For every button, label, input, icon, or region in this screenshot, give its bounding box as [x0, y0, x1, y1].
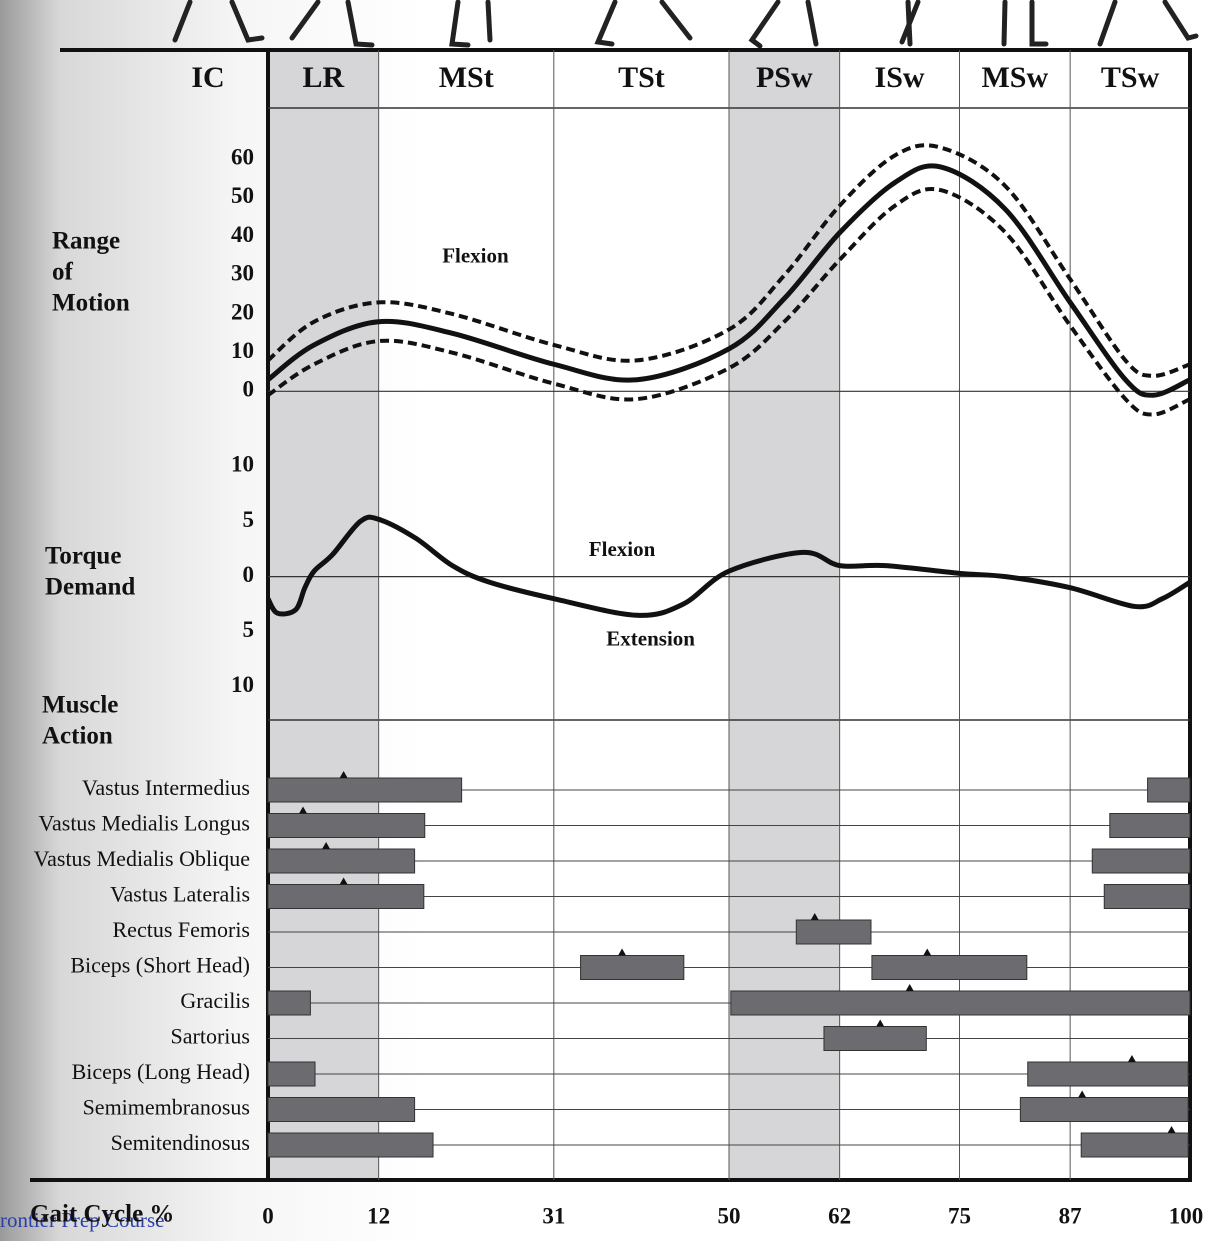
phase-label: MSw: [981, 61, 1048, 94]
activity-bar: [871, 955, 1028, 980]
activity-bar: [267, 884, 425, 909]
annotation: Flexion: [589, 537, 656, 561]
watermark: rontier Prep Course: [0, 1208, 164, 1232]
x-tick-label: 62: [828, 1203, 851, 1228]
y-tick-label: 10: [231, 672, 254, 697]
muscle-label: Vastus Medialis Longus: [39, 811, 250, 836]
peak-marker: [1078, 1090, 1087, 1098]
activity-bar: [823, 1026, 927, 1051]
x-tick-label: 0: [262, 1203, 274, 1228]
phase-label: TSt: [618, 61, 665, 94]
activity-bar: [1019, 1097, 1189, 1122]
x-tick-label: 100: [1169, 1203, 1204, 1228]
activity-bar: [1091, 848, 1191, 874]
activity-bar: [267, 1097, 416, 1122]
panel-label: Range: [52, 228, 120, 255]
curve: [266, 163, 1192, 398]
y-tick-label: 5: [243, 617, 255, 642]
phase-label: PSw: [756, 61, 813, 94]
x-tick-label: 87: [1059, 1203, 1082, 1228]
gait-figures: [172, 0, 1199, 49]
activity-bar: [267, 848, 416, 874]
muscle-label: Vastus Intermedius: [82, 775, 250, 800]
curve: [266, 143, 1191, 378]
muscle-label: Sartorius: [171, 1024, 250, 1049]
peak-marker: [1167, 1126, 1176, 1133]
activity-bar: [1147, 777, 1191, 803]
x-tick-label: 50: [718, 1203, 741, 1228]
panel-label: Muscle: [42, 692, 118, 719]
y-tick-label: 50: [231, 183, 254, 208]
peak-marker: [905, 984, 914, 991]
muscle-label: Gracilis: [180, 988, 250, 1013]
curve: [266, 187, 1191, 417]
peak-marker: [299, 806, 308, 814]
phase-label: TSw: [1101, 61, 1160, 94]
phase-label: LR: [302, 61, 344, 94]
activity-bar: [267, 1061, 316, 1087]
activity-bar: [267, 1132, 434, 1158]
y-tick-label: 10: [231, 452, 254, 477]
muscle-label: Rectus Femoris: [113, 917, 251, 942]
peak-marker: [923, 948, 932, 956]
activity-bar: [795, 919, 872, 945]
muscle-label: Vastus Medialis Oblique: [34, 846, 250, 871]
peak-marker: [339, 877, 348, 885]
activity-bar: [1027, 1061, 1189, 1087]
y-tick-label: 0: [243, 562, 255, 587]
muscle-label: Vastus Lateralis: [110, 882, 250, 907]
muscle-label: Semimembranosus: [83, 1095, 250, 1120]
x-tick-label: 75: [948, 1203, 971, 1228]
x-axis-label: Gait Cycle %: [30, 1201, 174, 1228]
panel-label: Demand: [45, 574, 135, 601]
peak-marker: [618, 948, 627, 956]
muscle-label: Semitendinosus: [111, 1130, 250, 1155]
x-tick-label: 31: [542, 1203, 565, 1228]
panel-label: Motion: [52, 290, 130, 317]
activity-bar: [580, 955, 685, 980]
activity-bar: [267, 990, 311, 1016]
phase-label: IC: [191, 61, 224, 94]
panel-label: Action: [42, 723, 113, 750]
curve: [265, 514, 1192, 618]
phase-label: ISw: [875, 61, 925, 94]
annotation: Extension: [606, 626, 695, 650]
y-tick-label: 0: [243, 377, 255, 402]
activity-bar: [730, 990, 1191, 1016]
y-tick-label: 5: [243, 507, 255, 532]
peak-marker: [810, 913, 819, 920]
peak-marker: [1127, 1055, 1136, 1062]
activity-bar: [1109, 813, 1191, 838]
activity-bar: [1080, 1132, 1189, 1158]
y-tick-label: 60: [231, 145, 254, 170]
activity-bar: [267, 813, 426, 838]
muscle-label: Biceps (Short Head): [70, 953, 250, 978]
y-tick-label: 20: [231, 299, 254, 324]
panel-label: of: [52, 259, 74, 286]
y-tick-label: 10: [231, 338, 254, 363]
x-tick-label: 12: [367, 1203, 390, 1228]
peak-marker: [339, 771, 348, 778]
phase-label: MSt: [439, 61, 494, 94]
peak-marker: [876, 1019, 885, 1027]
activity-bar: [1103, 884, 1191, 909]
peak-marker: [322, 842, 331, 849]
muscle-label: Biceps (Long Head): [72, 1059, 250, 1084]
y-tick-label: 40: [231, 222, 254, 247]
y-tick-label: 30: [231, 261, 254, 286]
activity-bar: [267, 777, 463, 803]
panel-label: Torque: [45, 543, 121, 570]
annotation: Flexion: [442, 243, 509, 267]
